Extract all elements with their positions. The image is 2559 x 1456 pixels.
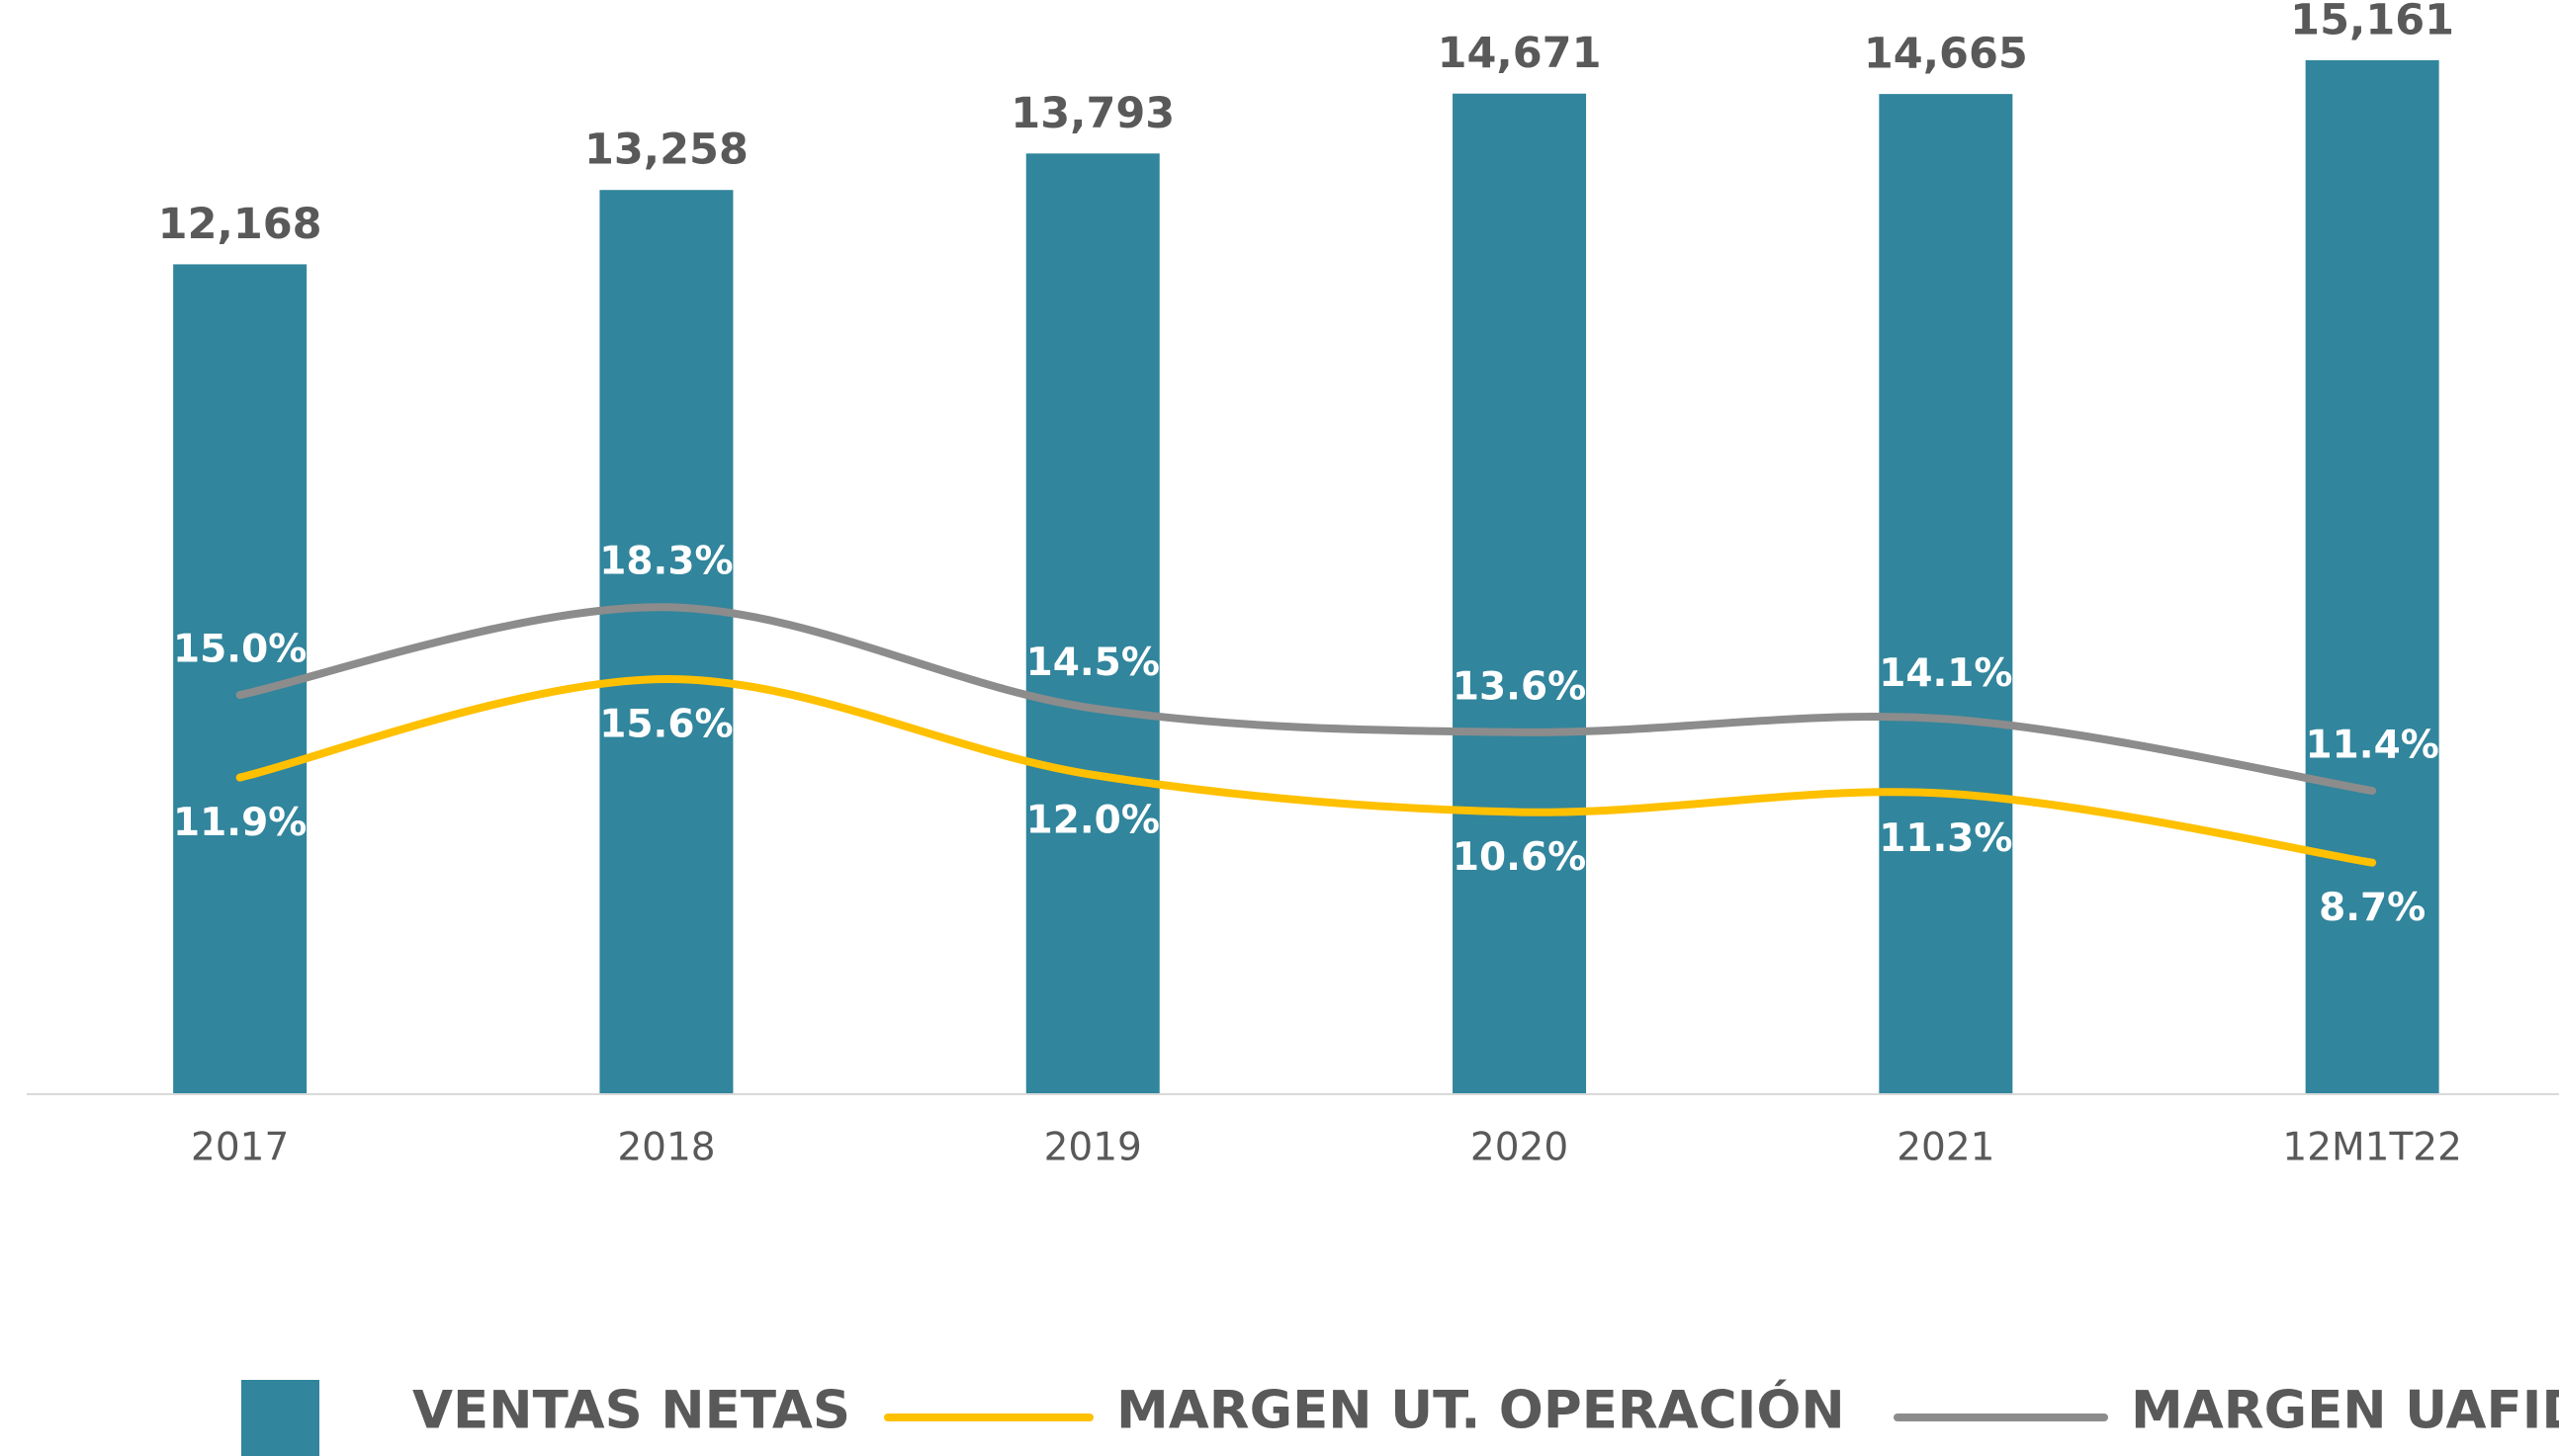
bar-label: 12,168 [158,200,322,249]
line-label: 14.1% [1879,651,2012,696]
line-label: 18.3% [599,540,733,584]
bar [2305,59,2439,1095]
bar [173,264,308,1095]
line [235,674,2377,867]
bar-label: 14,665 [1864,30,2028,79]
bar [1453,93,1587,1095]
x-tick-label: 2019 [1044,1126,1142,1170]
legend-swatch [241,1380,319,1456]
x-tick-label: 2020 [1470,1126,1568,1170]
legend-label: MARGEN UAFIDA [2131,1381,2559,1441]
bar [1879,94,2013,1095]
line-label: 15.6% [599,702,733,746]
line-label: 8.7% [2319,886,2426,930]
bar-label: 13,258 [584,126,749,175]
x-tick-label: 12M1T22 [2282,1126,2462,1170]
line-label: 11.4% [2305,724,2438,768]
line-label: 12.0% [1026,798,1160,842]
bar [599,190,734,1094]
bar [1025,153,1160,1094]
bar-label: 15,161 [2290,0,2454,44]
line-label: 13.6% [1453,664,1586,709]
x-tick-label: 2018 [617,1126,715,1170]
line-label: 14.5% [1026,641,1160,685]
line-label: 11.3% [1879,816,2012,861]
legend-label: MARGEN UT. OPERACIÓN [1116,1379,1845,1441]
bar-label: 14,671 [1438,29,1602,78]
line-label: 10.6% [1453,835,1586,880]
x-tick-label: 2017 [191,1126,289,1170]
legend-label: VENTAS NETAS [412,1381,850,1441]
line-label: 15.0% [173,628,307,672]
line-label: 11.9% [173,801,307,845]
x-tick-label: 2021 [1897,1126,1994,1170]
bar-label: 13,793 [1011,89,1175,138]
line [235,603,2377,796]
